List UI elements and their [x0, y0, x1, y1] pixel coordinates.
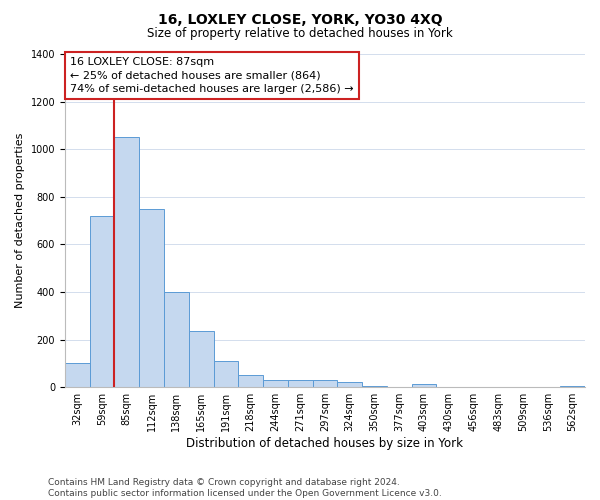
Bar [189, 332, 214, 387]
Bar [214, 361, 238, 387]
Text: 16 LOXLEY CLOSE: 87sqm
← 25% of detached houses are smaller (864)
74% of semi-de: 16 LOXLEY CLOSE: 87sqm ← 25% of detached… [70, 58, 354, 94]
Text: Size of property relative to detached houses in York: Size of property relative to detached ho… [147, 28, 453, 40]
Bar [238, 376, 263, 387]
Text: Contains HM Land Registry data © Crown copyright and database right 2024.
Contai: Contains HM Land Registry data © Crown c… [48, 478, 442, 498]
Bar [164, 292, 189, 387]
Bar [313, 380, 337, 387]
Bar [362, 386, 387, 387]
Bar [89, 216, 115, 387]
Bar [288, 380, 313, 387]
Bar [337, 382, 362, 387]
Text: 16, LOXLEY CLOSE, YORK, YO30 4XQ: 16, LOXLEY CLOSE, YORK, YO30 4XQ [158, 12, 442, 26]
Bar [412, 384, 436, 387]
Bar [65, 364, 89, 387]
Bar [115, 138, 139, 387]
Bar [139, 208, 164, 387]
X-axis label: Distribution of detached houses by size in York: Distribution of detached houses by size … [187, 437, 463, 450]
Bar [263, 380, 288, 387]
Y-axis label: Number of detached properties: Number of detached properties [15, 133, 25, 308]
Bar [560, 386, 585, 387]
